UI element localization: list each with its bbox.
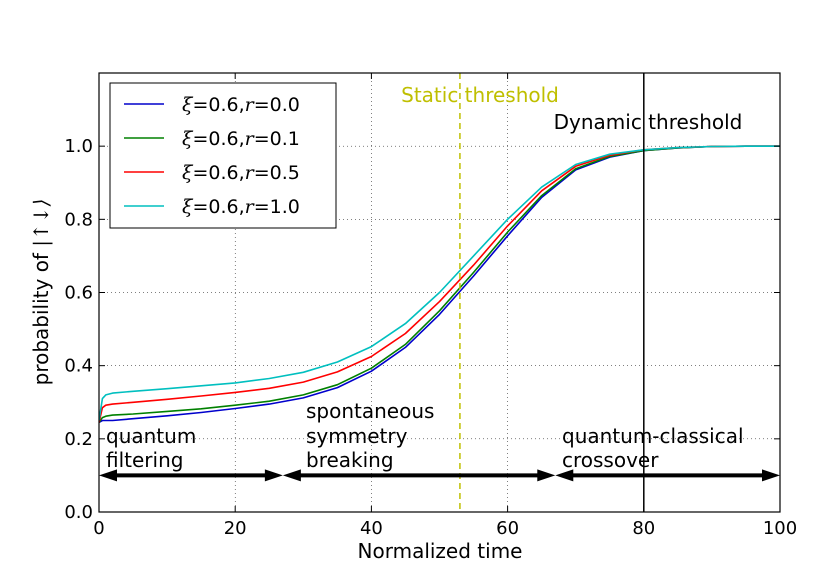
region-arrow-head-left-0 [99, 469, 117, 482]
region-label-filtering-line2: filtering [106, 448, 183, 472]
x-tick-label: 60 [496, 518, 519, 539]
x-tick-label: 80 [632, 518, 655, 539]
static-threshold-label: Static threshold [401, 83, 559, 107]
x-tick-label: 0 [93, 518, 104, 539]
legend-box [109, 82, 337, 229]
y-axis-label-prefix: probability of [29, 247, 53, 386]
axis-ticks: 0 20 40 60 80 100 0.0 0.2 0.4 0.6 0.8 1.0 [64, 73, 797, 539]
x-axis-label: Normalized time [358, 539, 523, 563]
y-tick-label: 0.8 [64, 209, 93, 230]
y-tick-label: 1.0 [64, 136, 93, 157]
region-label-crossover-line2: crossover [562, 448, 659, 472]
region-arrow-head-right-0 [264, 469, 283, 482]
region-arrow-head-right-1 [537, 469, 556, 482]
legend-label-1: ξ=0.6,r=0.1 [182, 128, 300, 150]
legend: ξ=0.6,r=0.0 ξ=0.6,r=0.1 ξ=0.6,r=0.5 ξ=0.6,r… [109, 82, 337, 229]
series-group [99, 145, 780, 424]
legend-label-0: ξ=0.6,r=0.0 [182, 94, 300, 116]
y-axis-label-ket: |↑↓⟩ [29, 199, 54, 247]
y-tick-label: 0.4 [64, 356, 93, 377]
region-label-crossover-line1: quantum-classical [562, 424, 744, 448]
region-arrow-head-left-2 [555, 469, 574, 482]
series-line-3 [99, 145, 780, 421]
threshold-lines [459, 73, 645, 512]
region-arrows [99, 469, 780, 482]
region-label-filtering-line1: quantum [106, 424, 196, 448]
x-tick-label: 20 [224, 518, 247, 539]
region-arrow-head-left-1 [282, 469, 301, 482]
x-tick-label: 100 [763, 518, 797, 539]
region-label-symmetry-line2: symmetry [306, 424, 408, 448]
y-tick-label: 0.0 [64, 502, 93, 523]
y-tick-label: 0.6 [64, 283, 93, 304]
region-label-symmetry-line3: breaking [306, 448, 394, 472]
legend-label-2: ξ=0.6,r=0.5 [182, 162, 300, 184]
region-label-symmetry-line1: spontaneous [306, 399, 434, 423]
y-tick-label: 0.2 [64, 429, 93, 450]
region-arrow-head-right-2 [762, 469, 780, 482]
legend-label-3: ξ=0.6,r=1.0 [182, 196, 300, 218]
y-axis-label: probability of |↑↓⟩ [29, 199, 54, 386]
x-tick-label: 40 [360, 518, 383, 539]
dynamic-threshold-label: Dynamic threshold [554, 110, 743, 134]
plot-frame [98, 72, 781, 513]
